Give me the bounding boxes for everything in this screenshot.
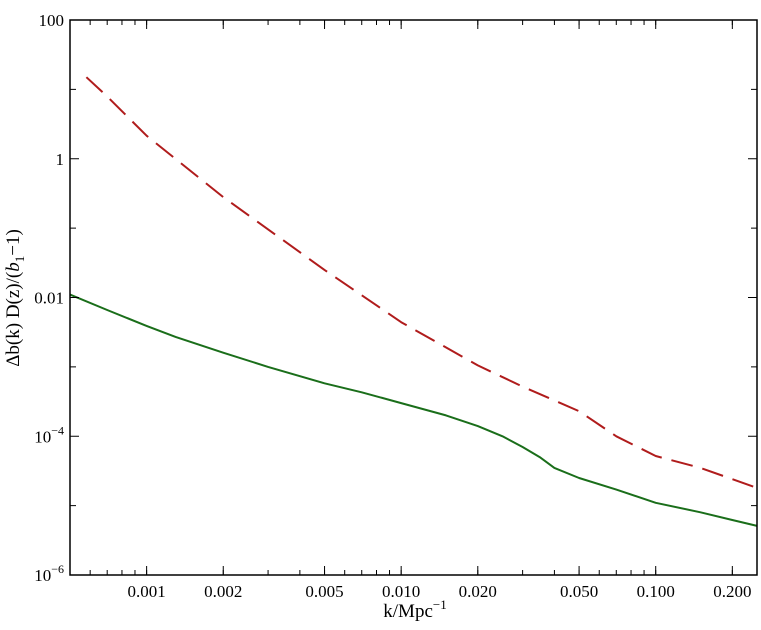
x-tick-label: 0.050 — [560, 582, 598, 601]
y-tick-label: 100 — [39, 11, 65, 30]
y-axis-label: Δb(k) D(z)/(b1−1) — [3, 229, 27, 367]
x-tick-label: 0.005 — [305, 582, 343, 601]
x-tick-label: 0.200 — [713, 582, 751, 601]
x-tick-label: 0.002 — [204, 582, 242, 601]
x-tick-label: 0.020 — [459, 582, 497, 601]
y-tick-label: 10−4 — [34, 423, 64, 446]
series-layer — [69, 76, 758, 527]
series-line-0 — [85, 76, 758, 489]
x-tick-label: 0.001 — [127, 582, 165, 601]
y-tick-label: 1 — [56, 150, 65, 169]
x-tick-label: 0.010 — [382, 582, 420, 601]
x-tick-label: 0.100 — [637, 582, 675, 601]
x-axis-label: k/Mpc−1 — [383, 597, 446, 622]
series-line-1 — [69, 293, 758, 527]
ticks-layer: 0.001 0.002 0.005 0.010 0.020 0.050 0.100 0.200… — [34, 11, 757, 601]
y-tick-label: 0.01 — [34, 289, 64, 308]
y-tick-label: 10−6 — [34, 562, 64, 585]
